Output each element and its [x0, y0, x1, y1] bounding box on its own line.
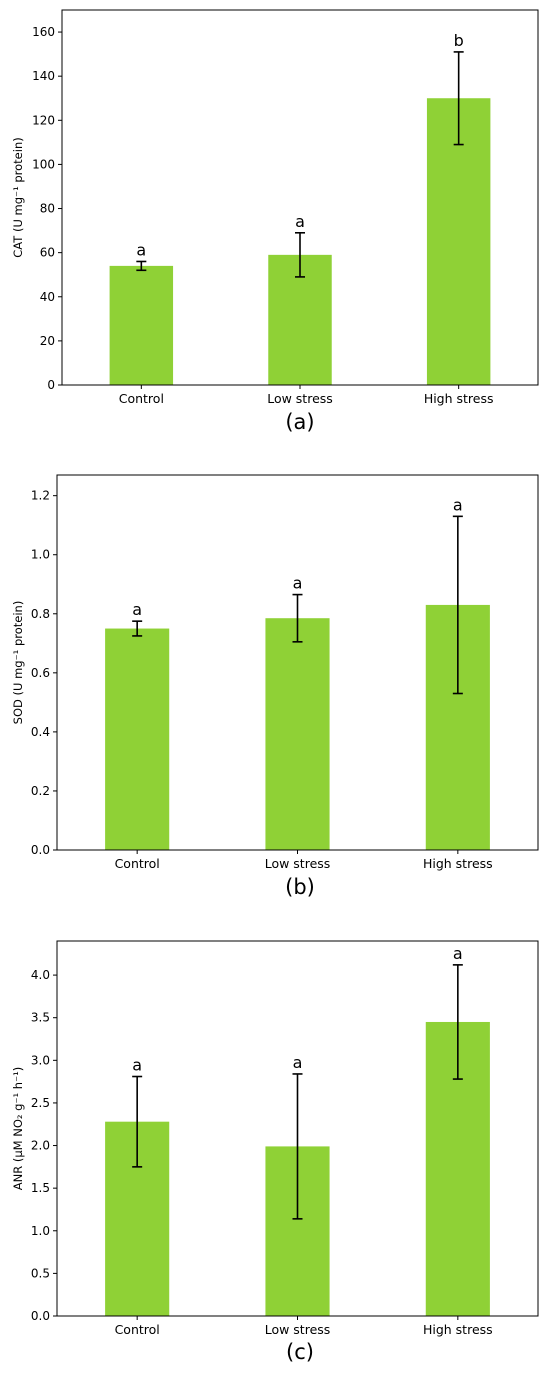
panel-label-a: (a)	[285, 410, 315, 434]
bar-0	[105, 628, 170, 850]
y-tick-label-8: 160	[32, 25, 55, 39]
significance-label-2: a	[453, 495, 463, 514]
significance-label-1: a	[293, 574, 303, 593]
anr-bar-chart: a Control a Low stress a High stress 0.0 0.5 1.0…	[11, 940, 539, 1337]
x-tick-label-0: Control	[119, 391, 164, 406]
y-tick-label-5: 2.5	[31, 1096, 50, 1110]
y-tick-label-8: 4.0	[31, 968, 50, 982]
y-tick-label-2: 1.0	[31, 1224, 50, 1238]
y-tick-label-1: 20	[40, 334, 55, 348]
x-tick-label-2: High stress	[423, 1322, 493, 1337]
x-tick-label-1: Low stress	[265, 1322, 331, 1337]
bar-0	[109, 265, 174, 385]
y-tick-label-3: 1.5	[31, 1181, 50, 1195]
y-axis-label: CAT (U mg⁻¹ protein)	[11, 137, 25, 257]
y-tick-label-1: 0.5	[31, 1266, 50, 1280]
panel-label-c: (c)	[286, 1340, 314, 1364]
y-tick-label-4: 0.8	[31, 607, 50, 621]
y-tick-label-6: 1.2	[31, 489, 50, 503]
axes-frame	[56, 474, 539, 851]
y-tick-label-1: 0.2	[31, 784, 50, 798]
y-tick-label-3: 60	[40, 246, 55, 260]
x-tick-label-1: Low stress	[267, 391, 333, 406]
significance-label-1: a	[293, 1053, 303, 1072]
sod-bar-chart: a Control a Low stress a High stress 0.0 0.2 0.4…	[11, 474, 539, 871]
x-tick-label-0: Control	[115, 1322, 160, 1337]
panel-label-b: (b)	[285, 875, 315, 899]
y-tick-label-6: 3.0	[31, 1053, 50, 1067]
y-tick-label-0: 0.0	[31, 1309, 50, 1323]
y-tick-label-0: 0.0	[31, 843, 50, 857]
significance-label-0: a	[132, 600, 142, 619]
y-tick-label-0: 0	[47, 378, 55, 392]
significance-label-2: a	[453, 944, 463, 963]
significance-label-1: a	[295, 212, 305, 231]
y-tick-label-3: 0.6	[31, 666, 50, 680]
bar-1	[265, 618, 330, 850]
y-tick-label-7: 3.5	[31, 1011, 50, 1025]
y-tick-label-5: 100	[32, 157, 55, 171]
bar-2	[426, 98, 491, 385]
x-tick-label-1: Low stress	[265, 856, 331, 871]
chart-panel-a: a Control a Low stress b High stress 0 20 40 60 80…	[0, 0, 550, 460]
x-tick-label-0: Control	[115, 856, 160, 871]
x-tick-label-2: High stress	[424, 391, 494, 406]
y-tick-label-4: 80	[40, 202, 55, 216]
y-tick-label-7: 140	[32, 69, 55, 83]
y-tick-label-6: 120	[32, 113, 55, 127]
y-tick-label-2: 0.4	[31, 725, 50, 739]
y-axis-label: SOD (U mg⁻¹ protein)	[11, 601, 25, 725]
x-tick-label-2: High stress	[423, 856, 493, 871]
y-tick-label-5: 1.0	[31, 548, 50, 562]
y-axis-label: ANR (μM NO₂ g⁻¹ h⁻¹)	[11, 1067, 25, 1191]
y-tick-label-2: 40	[40, 290, 55, 304]
y-tick-label-4: 2.0	[31, 1139, 50, 1153]
axes-frame	[56, 940, 539, 1317]
significance-label-2: b	[454, 31, 464, 50]
chart-panel-c: a Control a Low stress a High stress 0.0 0.5 1.0…	[0, 930, 550, 1390]
axes-frame	[61, 9, 539, 386]
significance-label-0: a	[136, 240, 146, 259]
chart-panel-b: a Control a Low stress a High stress 0.0 0.2 0.4…	[0, 464, 550, 924]
significance-label-0: a	[132, 1056, 142, 1075]
cat-bar-chart: a Control a Low stress b High stress 0 20 40 60 80…	[11, 9, 539, 406]
